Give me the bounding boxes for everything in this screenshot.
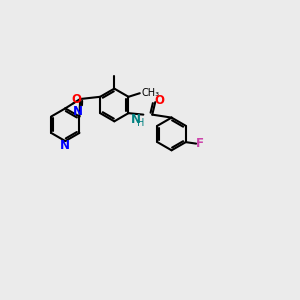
Text: CH₃: CH₃	[141, 88, 159, 98]
Text: O: O	[155, 94, 165, 106]
Text: H: H	[137, 118, 144, 128]
Text: F: F	[196, 137, 204, 150]
Text: N: N	[73, 106, 83, 118]
Text: N: N	[60, 139, 70, 152]
Text: N: N	[131, 113, 141, 126]
Text: O: O	[71, 93, 81, 106]
